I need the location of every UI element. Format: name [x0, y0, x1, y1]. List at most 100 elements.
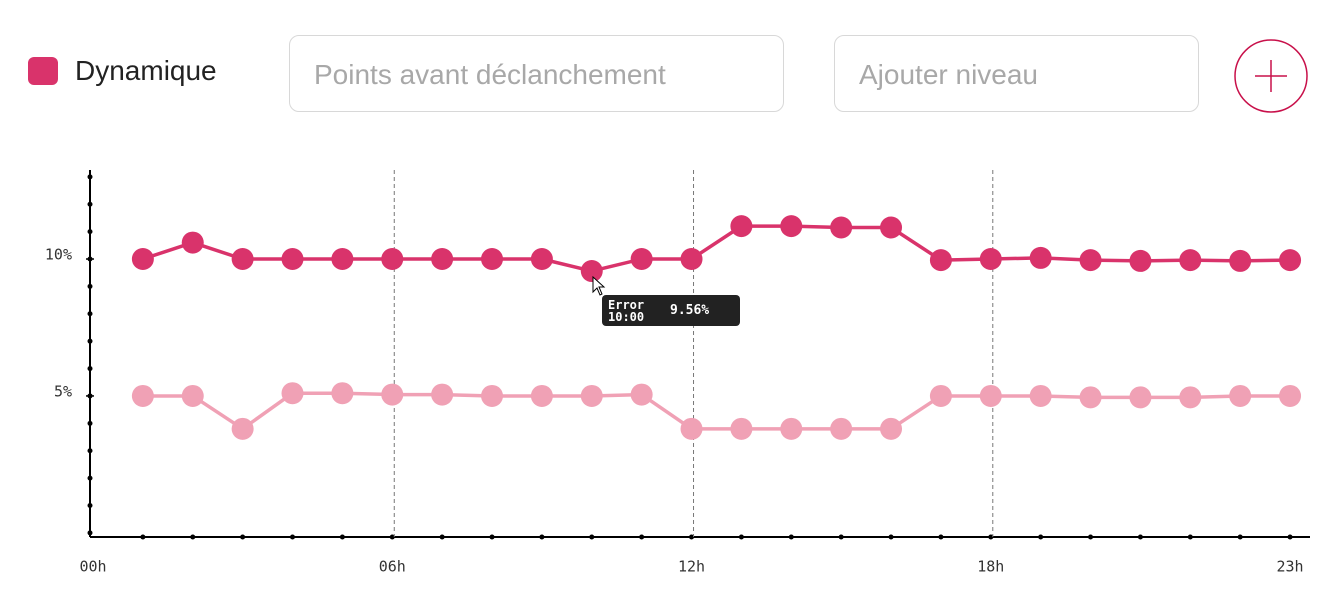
x-axis-dot	[240, 534, 246, 540]
x-axis-dot	[788, 534, 794, 540]
x-tick-label: 06h	[379, 558, 406, 576]
x-tick-label: 00h	[79, 558, 106, 576]
y-axis-dot	[87, 229, 93, 235]
y-axis-dot	[87, 448, 93, 454]
x-tick-label: 18h	[977, 558, 1004, 576]
y-axis-dot	[87, 420, 93, 426]
x-tick-label: 12h	[678, 558, 705, 576]
y-axis-dot	[87, 174, 93, 180]
data-point	[1029, 384, 1052, 407]
add-button[interactable]	[1233, 39, 1309, 115]
data-point	[431, 248, 454, 271]
x-axis-dot	[489, 534, 495, 540]
x-axis-dot	[190, 534, 196, 540]
data-point	[131, 384, 154, 407]
x-axis-dot	[888, 534, 894, 540]
x-axis-dot	[1237, 534, 1243, 540]
x-axis-dot	[838, 534, 844, 540]
y-axis-dot	[87, 311, 93, 317]
y-axis-dot	[87, 530, 93, 536]
y-axis-dot	[87, 201, 93, 207]
data-point	[979, 248, 1002, 271]
data-point	[1029, 246, 1052, 269]
y-tick-label: 5%	[54, 382, 72, 400]
x-axis-dot	[389, 534, 395, 540]
data-point	[680, 417, 703, 440]
cursor	[592, 276, 606, 296]
y-axis-dot	[87, 475, 93, 481]
data-point	[331, 248, 354, 271]
data-point	[1179, 249, 1202, 272]
data-point	[730, 215, 753, 238]
data-point	[780, 215, 803, 238]
x-axis-dot	[689, 534, 695, 540]
x-axis-dot	[1187, 534, 1193, 540]
data-point	[131, 248, 154, 271]
x-axis-dot	[140, 534, 146, 540]
level-input[interactable]: Ajouter niveau	[834, 35, 1199, 112]
data-point	[231, 248, 254, 271]
x-axis-dot	[938, 534, 944, 540]
points-input[interactable]: Points avant déclanchement	[289, 35, 784, 112]
x-axis-dot	[1137, 534, 1143, 540]
data-point	[181, 231, 204, 254]
data-point	[630, 248, 653, 271]
data-point	[780, 417, 803, 440]
y-axis-dot	[87, 366, 93, 372]
data-point	[1279, 249, 1302, 272]
data-point	[530, 384, 553, 407]
tooltip-value: 9.56%	[670, 303, 710, 318]
legend-swatch	[28, 57, 58, 85]
x-axis-dot	[1287, 534, 1293, 540]
y-tick-label: 10%	[45, 246, 72, 264]
data-point	[830, 216, 853, 239]
legend-label: Dynamique	[75, 55, 217, 86]
data-point	[1229, 384, 1252, 407]
data-point	[281, 248, 304, 271]
tooltip-label: Error	[608, 298, 645, 312]
x-axis-dot	[1088, 534, 1094, 540]
x-axis-dot	[738, 534, 744, 540]
data-point	[481, 384, 504, 407]
data-point	[331, 382, 354, 405]
x-axis-dot	[589, 534, 595, 540]
series-line	[142, 224, 1291, 273]
y-axis-dot	[87, 338, 93, 344]
data-point	[880, 417, 903, 440]
data-point	[680, 248, 703, 271]
data-point	[1079, 386, 1102, 409]
data-point	[481, 248, 504, 271]
x-axis-dot	[439, 534, 445, 540]
data-point	[530, 248, 553, 271]
series-line	[142, 391, 1291, 431]
data-point	[1229, 249, 1252, 272]
data-point	[580, 384, 603, 407]
x-axis-dot	[339, 534, 345, 540]
x-axis-dot	[539, 534, 545, 540]
tooltip: Error 10:00 9.56%	[602, 295, 740, 326]
data-point	[929, 384, 952, 407]
data-point	[1079, 249, 1102, 272]
x-axis-dot	[1038, 534, 1044, 540]
data-point	[231, 417, 254, 440]
data-point	[979, 384, 1002, 407]
tooltip-time: 10:00	[608, 310, 645, 324]
data-point	[281, 382, 304, 405]
data-point	[1179, 386, 1202, 409]
data-point	[431, 383, 454, 406]
data-point	[730, 417, 753, 440]
data-point	[1129, 249, 1152, 272]
data-point	[929, 249, 952, 272]
x-axis-dot	[988, 534, 994, 540]
data-point	[381, 383, 404, 406]
data-point	[580, 260, 603, 283]
data-point	[381, 248, 404, 271]
y-axis-dot	[87, 503, 93, 509]
y-axis-dot	[87, 283, 93, 289]
data-point	[181, 384, 204, 407]
x-axis-dot	[639, 534, 645, 540]
data-point	[1279, 384, 1302, 407]
data-point	[1129, 386, 1152, 409]
